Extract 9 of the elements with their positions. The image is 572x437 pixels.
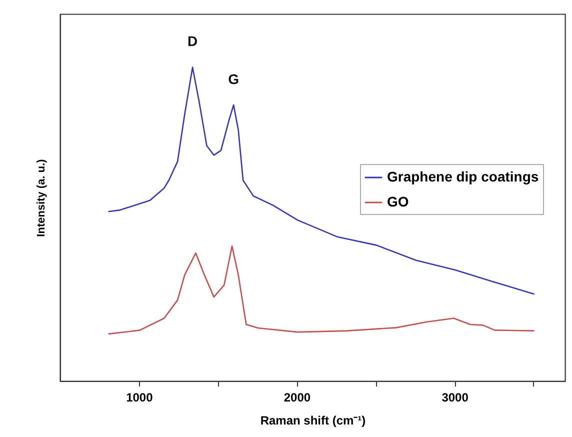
legend-label: Graphene dip coatings [387,168,539,184]
legend-label: GO [387,194,409,210]
annotation: G [228,70,240,87]
text: D [188,33,198,50]
x-tick-label: 3000 [442,390,469,404]
x-tick-label: 1000 [126,390,154,404]
x-tick-label: 2000 [284,390,311,404]
x-axis-title: Raman shift (cm⁻¹) [260,414,366,428]
y-axis-title: Intensity (a. u.) [36,158,48,237]
